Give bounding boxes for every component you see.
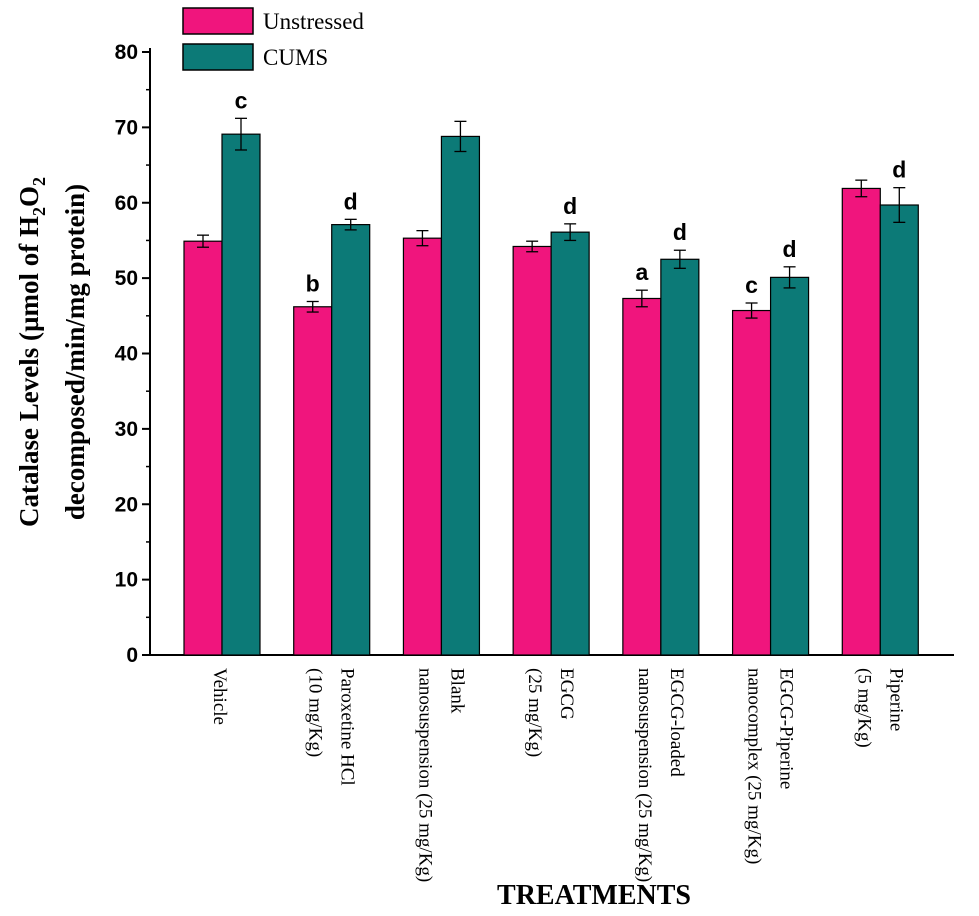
bar-unstressed xyxy=(293,306,333,656)
category-label: Paroxetine HCl xyxy=(337,668,358,786)
bar-unstressed xyxy=(731,309,772,656)
significance-letter: c xyxy=(745,272,758,298)
significance-letter: d xyxy=(344,188,358,214)
category-label-line2: (5 mg/Kg) xyxy=(853,668,874,748)
bar-cums xyxy=(550,231,590,656)
bar-unstressed xyxy=(402,237,443,656)
bar-unstressed xyxy=(622,297,662,656)
category-labels: Vehicle Paroxetine HCl (10 mg/Kg) Blank nano… xyxy=(209,668,906,882)
y-axis-title-line2: decomposed/min/mg protein) xyxy=(60,184,90,520)
significance-letter: d xyxy=(563,193,577,219)
y-axis-title-line1: Catalase Levels (µmol of H xyxy=(14,216,44,527)
y-tick-label: 60 xyxy=(115,192,138,215)
category-label: EGCG-Piperine xyxy=(776,668,797,789)
y-tick-label: 40 xyxy=(115,343,138,366)
y-axis-title-sub1: 2 xyxy=(29,207,49,216)
legend-swatch-unstressed xyxy=(182,7,254,35)
bar-cums xyxy=(879,204,919,656)
category-label-line2: (10 mg/Kg) xyxy=(305,668,326,757)
bar-unstressed xyxy=(183,240,223,656)
bar-unstressed xyxy=(512,245,552,656)
bar-cums xyxy=(660,258,700,656)
significance-letter: c xyxy=(235,87,248,113)
category-label-line2: (25 mg/Kg) xyxy=(524,668,545,757)
y-ticks: 0 10 20 30 40 50 60 70 80 xyxy=(115,41,150,667)
category-label-line2: nanocomplex (25 mg/Kg) xyxy=(744,668,765,864)
significance-letter: d xyxy=(892,157,906,183)
y-tick-label: 30 xyxy=(115,418,138,441)
y-axis-title-sub2: 2 xyxy=(29,177,49,186)
significance-letter: d xyxy=(673,219,687,245)
significance-letter: d xyxy=(783,236,797,262)
y-tick-label: 80 xyxy=(115,41,138,64)
category-label: Vehicle xyxy=(209,668,230,725)
y-tick-label: 50 xyxy=(115,267,138,290)
significance-letter: a xyxy=(635,259,648,285)
category-label: EGCG xyxy=(556,668,577,720)
legend-label-unstressed: Unstressed xyxy=(263,9,364,34)
y-tick-label: 10 xyxy=(115,569,138,592)
bar-cums xyxy=(440,135,481,656)
bar-unstressed xyxy=(841,187,881,656)
y-tick-label: 70 xyxy=(115,116,138,139)
y-tick-label: 0 xyxy=(126,644,138,667)
y-axis-title: Catalase Levels (µmol of H2O2 xyxy=(14,177,49,527)
category-label-line2: nanosuspension (25 mg/Kg) xyxy=(414,668,435,882)
legend: Unstressed CUMS xyxy=(182,7,364,71)
category-label: EGCG-loaded xyxy=(666,668,687,777)
category-label: Blank xyxy=(446,668,467,714)
legend-swatch-cums xyxy=(182,43,254,71)
legend-label-cums: CUMS xyxy=(263,45,328,70)
y-tick-label: 20 xyxy=(115,493,138,516)
category-label: Piperine xyxy=(885,668,906,731)
bar-cums xyxy=(221,133,261,656)
bar-cums xyxy=(769,276,810,656)
significance-letter: b xyxy=(306,270,320,296)
category-label-line2: nanosuspension (25 mg/Kg) xyxy=(634,668,655,882)
x-axis-title: TREATMENTS xyxy=(497,880,691,911)
y-axis-title-mid: O xyxy=(14,186,44,207)
bar-cums xyxy=(331,224,371,656)
